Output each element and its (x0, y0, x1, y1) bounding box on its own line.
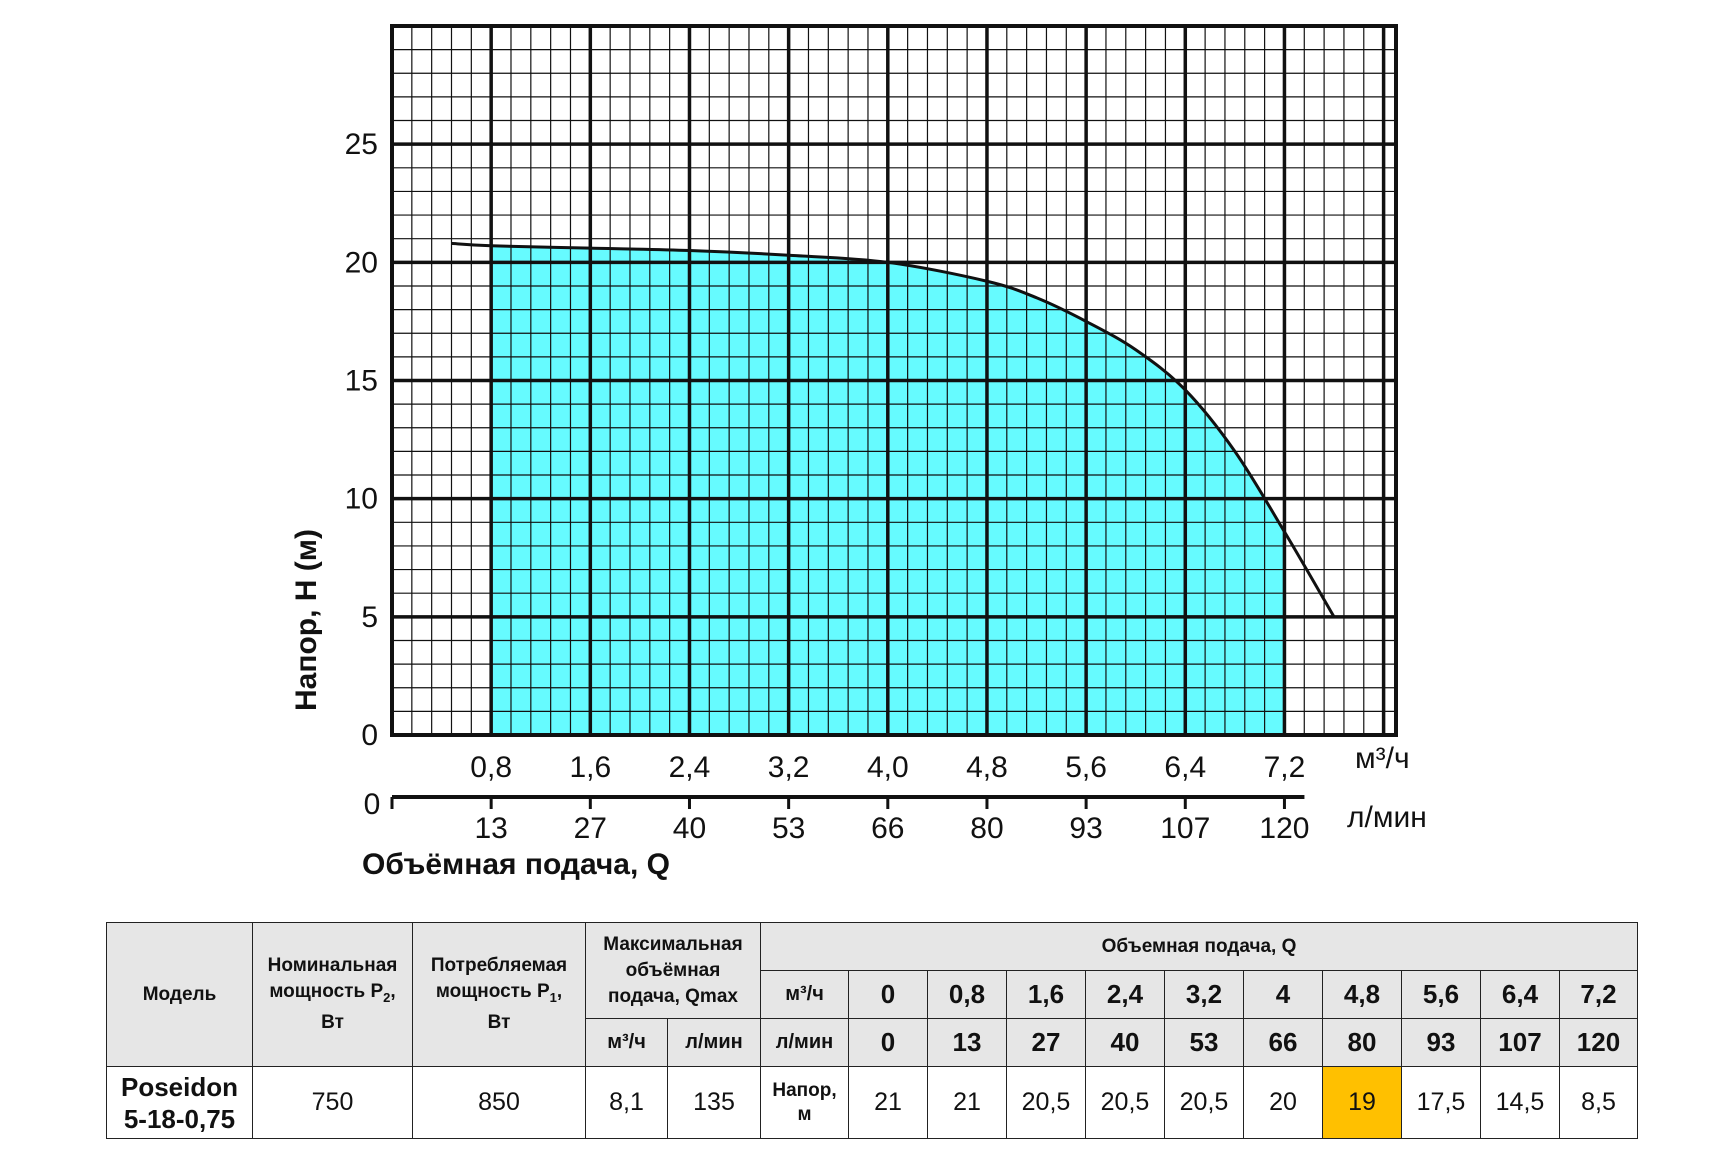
y-axis-title: Напор, H (м) (290, 529, 323, 711)
header-nominal-power: Номинальная мощность P2, Вт (252, 922, 413, 1067)
x-tick-label-lmin: 27 (574, 812, 607, 845)
secondary-zero-label: 0 (364, 788, 381, 821)
qmax-lmin-value: 135 (667, 1066, 761, 1139)
head-value: 20,5 (1085, 1066, 1165, 1139)
flow-lmin-header: 66 (1243, 1018, 1323, 1067)
qmax-unit-lmin: л/мин (667, 1018, 761, 1067)
y-tick-label: 15 (345, 365, 378, 398)
x-tick-label-m3h: 3,2 (768, 751, 810, 784)
flow-unit-m3h: м³/ч (760, 970, 849, 1019)
header-model: Модель (106, 922, 253, 1067)
head-value: 20,5 (1006, 1066, 1086, 1139)
x-tick-label-lmin: 40 (673, 812, 706, 845)
head-value: 21 (927, 1066, 1007, 1139)
model-line1: Poseidon (120, 1071, 238, 1102)
header-qmax-line2: объёмная (625, 959, 721, 981)
y-tick-labels: 0 5 10 15 20 25 (345, 128, 378, 752)
head-curve-line (451, 241, 1336, 618)
flow-lmin-header: 40 (1085, 1018, 1165, 1067)
x-tick-label-lmin: 107 (1160, 812, 1210, 845)
flow-lmin-header: 80 (1322, 1018, 1402, 1067)
header-p1-line1: Потребляемая (430, 954, 568, 976)
x-tick-label-m3h: 5,6 (1065, 751, 1107, 784)
head-value: 19 (1322, 1066, 1402, 1139)
flow-m3h-header: 7,2 (1559, 970, 1638, 1019)
header-p2-line1: Номинальная (267, 954, 398, 976)
p1-value: 850 (412, 1066, 586, 1139)
flow-m3h-header: 4 (1243, 970, 1323, 1019)
x-tick-labels-m3h: 0,8 1,6 2,4 3,2 4,0 4,8 5,6 6,4 7,2 (470, 751, 1305, 784)
head-value: 20,5 (1164, 1066, 1244, 1139)
x-tick-label-lmin: 53 (772, 812, 805, 845)
major-grid (390, 24, 1398, 737)
p2-value: 750 (252, 1066, 413, 1139)
flow-m3h-header: 6,4 (1480, 970, 1560, 1019)
header-p1-line3: Вт (487, 1012, 511, 1034)
header-max-flow: Максимальная объёмная подача, Qmax (585, 922, 761, 1019)
y-tick-label: 10 (345, 483, 378, 516)
performance-chart: 0 5 10 15 20 25 0,8 1,6 2,4 3,2 4,0 4,8 5,6 6,4 7,2 1… (290, 24, 1427, 881)
head-value: 21 (848, 1066, 928, 1139)
x-tick-label-lmin: 93 (1069, 812, 1102, 845)
qmax-m3h-value: 8,1 (585, 1066, 668, 1139)
header-qmax-line1: Максимальная (603, 933, 743, 955)
head-value: 20 (1243, 1066, 1323, 1139)
header-flow: Объемная подача, Q (760, 922, 1638, 971)
flow-lmin-header: 107 (1480, 1018, 1560, 1067)
x-tick-label-m3h: 4,8 (966, 751, 1008, 784)
spec-table: Модель Номинальная мощность P2, Вт Потре… (106, 922, 1638, 1139)
flow-unit-lmin: л/мин (760, 1018, 849, 1067)
header-consumed-power: Потребляемая мощность P1, Вт (412, 922, 586, 1067)
x-tick-labels-lmin: 13 27 40 53 66 80 93 107 120 (390, 797, 1309, 845)
y-tick-label: 25 (345, 128, 378, 161)
header-p2-line3: Вт (321, 1012, 344, 1034)
flow-m3h-header: 3,2 (1164, 970, 1244, 1019)
x-tick-label-m3h: 2,4 (669, 751, 711, 784)
header-qmax-line3: подача, Qmax (608, 985, 738, 1007)
x-tick-label-lmin: 66 (871, 812, 904, 845)
x-tick-label-m3h: 0,8 (470, 751, 512, 784)
flow-m3h-header: 4,8 (1322, 970, 1402, 1019)
head-value: 17,5 (1401, 1066, 1481, 1139)
flow-lmin-header: 0 (848, 1018, 928, 1067)
x-unit-primary: м³/ч (1355, 742, 1410, 775)
flow-m3h-header: 0 (848, 970, 928, 1019)
x-tick-label-lmin: 80 (970, 812, 1003, 845)
x-tick-label-lmin: 120 (1259, 812, 1309, 845)
head-label-line2: м (797, 1103, 812, 1125)
flow-m3h-header: 0,8 (927, 970, 1007, 1019)
head-value: 8,5 (1559, 1066, 1638, 1139)
x-tick-label-m3h: 1,6 (569, 751, 611, 784)
flow-m3h-header: 2,4 (1085, 970, 1165, 1019)
head-label-line1: Напор, (772, 1079, 837, 1101)
head-value: 14,5 (1480, 1066, 1560, 1139)
flow-lmin-header: 13 (927, 1018, 1007, 1067)
header-p1-line2: мощность P1, (435, 980, 563, 1005)
flow-lmin-header: 120 (1559, 1018, 1638, 1067)
x-tick-label-m3h: 4,0 (867, 751, 909, 784)
y-tick-label: 5 (361, 601, 378, 634)
header-p2-line2: мощность P2, (269, 980, 396, 1005)
x-tick-label-m3h: 7,2 (1264, 751, 1306, 784)
plot-frame (390, 24, 1398, 737)
flow-lmin-header: 93 (1401, 1018, 1481, 1067)
y-tick-label: 20 (345, 246, 378, 279)
x-unit-secondary: л/мин (1347, 801, 1427, 834)
model-cell: Poseidon 5-18-0,75 (106, 1066, 253, 1139)
flow-lmin-header: 27 (1006, 1018, 1086, 1067)
model-line2: 5-18-0,75 (123, 1103, 236, 1134)
x-axis-title: Объёмная подача, Q (362, 848, 670, 881)
head-row-label: Напор, м (760, 1066, 849, 1139)
flow-m3h-header: 5,6 (1401, 970, 1481, 1019)
x-tick-label-lmin: 13 (474, 812, 507, 845)
qmax-unit-m3h: м³/ч (585, 1018, 668, 1067)
x-tick-label-m3h: 6,4 (1164, 751, 1206, 784)
flow-m3h-header: 1,6 (1006, 970, 1086, 1019)
y-tick-label: 0 (361, 719, 378, 752)
flow-lmin-header: 53 (1164, 1018, 1244, 1067)
